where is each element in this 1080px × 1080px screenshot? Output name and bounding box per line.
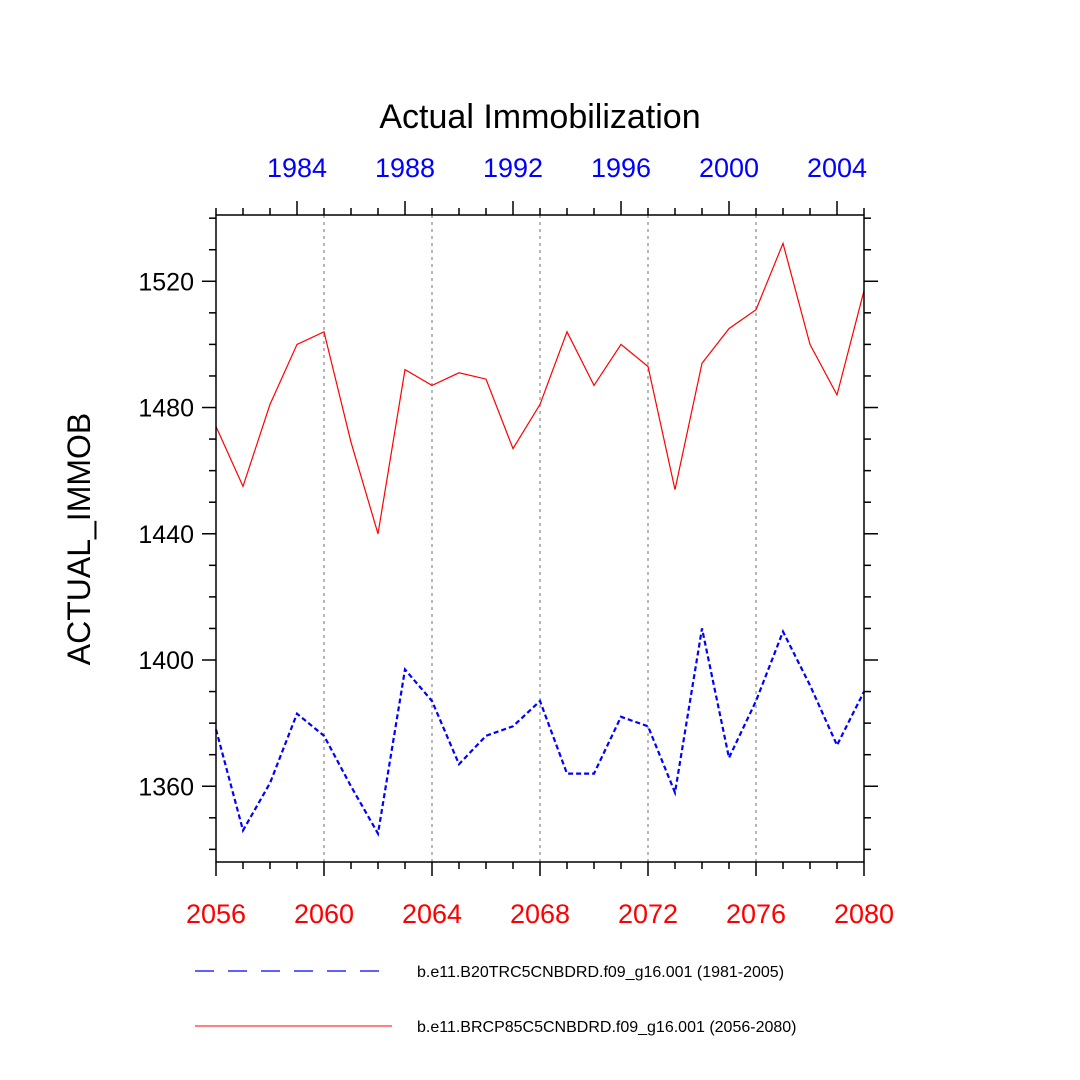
chart-title: Actual Immobilization [379, 98, 700, 136]
x-tick-label-bottom: 2056 [186, 899, 246, 929]
y-axis-label: ACTUAL_IMMOB [61, 413, 97, 665]
x-tick-label-bottom: 2080 [834, 899, 894, 929]
vertical-gridlines [323, 215, 757, 862]
y-tick-label: 1440 [138, 521, 194, 549]
x-tick-label-top: 1992 [483, 153, 543, 183]
x-tick-label-top: 2000 [699, 153, 759, 183]
y-tick-label: 1480 [138, 395, 194, 423]
x-tick-label-bottom: 2072 [618, 899, 678, 929]
y-tick-label: 1400 [138, 647, 194, 675]
legend-label-1: b.e11.B20TRC5CNBDRD.f09_g16.001 (1981-20… [417, 964, 784, 981]
legend: b.e11.B20TRC5CNBDRD.f09_g16.001 (1981-20… [195, 964, 796, 1036]
x-tick-label-bottom: 2064 [402, 899, 462, 929]
series-line-2 [215, 241, 865, 534]
axis-ticks [202, 201, 878, 876]
x-tick-label-top: 1996 [591, 153, 651, 183]
x-tick-label-top: 1984 [267, 153, 327, 183]
series-line-1 [214, 628, 865, 837]
series-lines [214, 241, 865, 837]
y-tick-label: 1360 [138, 773, 194, 801]
x-tick-label-top: 2004 [807, 153, 867, 183]
x-tick-label-bottom: 2068 [510, 899, 570, 929]
x-tick-label-bottom: 2076 [726, 899, 786, 929]
x-tick-label-top: 1988 [375, 153, 435, 183]
legend-label-2: b.e11.BRCP85C5CNBDRD.f09_g16.001 (2056-2… [417, 1019, 796, 1036]
tick-labels: 1360 1400 1440 1480 1520 2056 2060 2064 2068 2072… [138, 153, 894, 929]
x-tick-label-bottom: 2060 [294, 899, 354, 929]
y-tick-label: 1520 [138, 268, 194, 296]
